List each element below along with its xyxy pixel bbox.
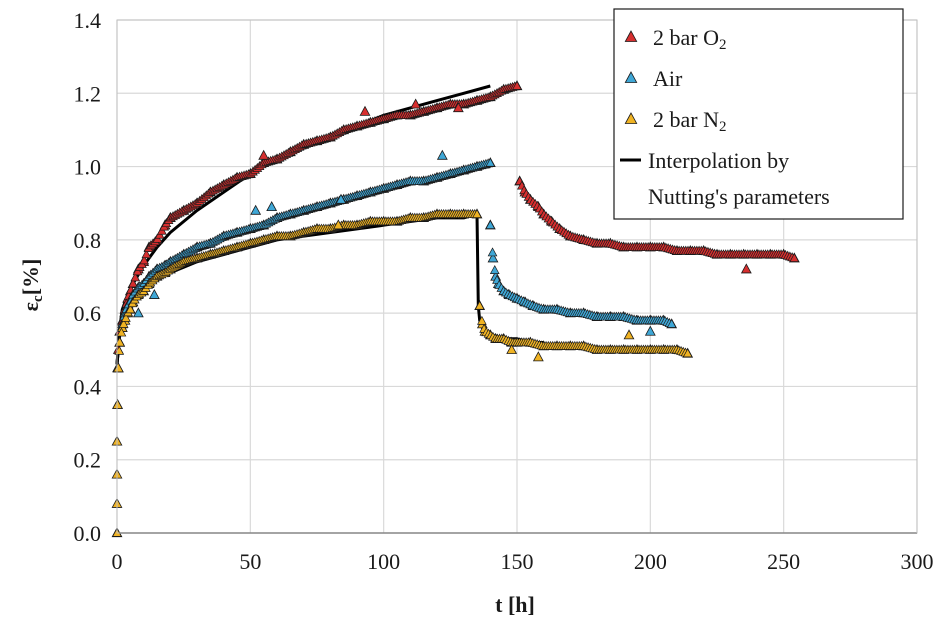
data-point — [250, 204, 262, 215]
fit-line — [475, 214, 544, 344]
data-point — [506, 343, 518, 354]
data-point — [121, 312, 131, 322]
legend-label-air: Air — [653, 66, 683, 91]
plot-area-border — [116, 19, 918, 534]
y-tick-label: 0.4 — [74, 374, 102, 399]
y-tick-label: 1.0 — [74, 155, 102, 180]
legend-marker-n2 — [624, 112, 638, 124]
series-n2 — [111, 208, 694, 538]
fit-line — [115, 84, 491, 365]
data-point — [116, 327, 127, 337]
data-point — [128, 278, 138, 288]
x-tick-label: 0 — [112, 549, 123, 574]
data-point — [335, 193, 347, 204]
x-tick-labels: 0 50 100 150 200 250 300 — [112, 549, 934, 574]
legend: 2 bar O2 Air 2 bar N2 Interpolation by N… — [613, 8, 904, 220]
data-point — [258, 149, 270, 160]
data-point — [112, 398, 123, 409]
data-point — [112, 362, 124, 373]
data-point — [332, 219, 344, 230]
svg-text:εc[%]: εc[%] — [18, 259, 46, 312]
x-tick-label: 200 — [634, 549, 667, 574]
legend-marker-air — [624, 71, 638, 83]
data-point — [266, 201, 278, 212]
data-point — [623, 329, 635, 340]
y-axis-title-symbol: ε — [18, 302, 43, 311]
data-point — [141, 249, 152, 259]
data-point — [644, 325, 656, 336]
data-point — [740, 263, 752, 274]
data-point — [489, 265, 500, 274]
x-tick-label: 250 — [767, 549, 800, 574]
legend-label-fit-line1: Interpolation by — [648, 148, 789, 173]
legend-marker-o2 — [624, 30, 638, 42]
data-point — [487, 252, 499, 263]
data-point — [125, 304, 136, 314]
data-point — [477, 315, 487, 325]
y-tick-label: 0.8 — [74, 228, 102, 253]
data-point — [532, 351, 544, 362]
data-point — [118, 318, 129, 328]
y-tick-label: 0.0 — [74, 521, 102, 546]
data-point — [410, 98, 422, 109]
y-tick-labels: 0.0 0.2 0.4 0.6 0.8 1.0 1.2 1.4 — [74, 8, 102, 546]
legend-label-n2: 2 bar N2 — [653, 107, 726, 135]
y-tick-label: 1.4 — [74, 8, 102, 33]
data-point — [114, 336, 126, 347]
y-tick-label: 0.6 — [74, 301, 102, 326]
legend-label-fit-line2: Nutting's parameters — [648, 184, 830, 209]
data-point — [789, 252, 800, 262]
x-axis-title: t [h] — [495, 592, 535, 617]
data-point — [485, 157, 496, 167]
y-axis-title-subscript: c — [30, 295, 46, 302]
data-point — [666, 318, 677, 328]
data-point — [487, 247, 498, 257]
data-point — [682, 348, 693, 358]
data-point — [485, 219, 496, 229]
data-point — [452, 102, 464, 113]
data-point — [139, 255, 150, 265]
y-tick-label: 1.2 — [74, 81, 102, 106]
data-point — [472, 208, 482, 218]
x-tick-label: 100 — [367, 549, 400, 574]
data-point — [132, 307, 144, 318]
data-point — [359, 105, 371, 116]
x-tick-label: 300 — [901, 549, 934, 574]
legend-box — [613, 8, 904, 220]
legend-label-o2: 2 bar O2 — [653, 25, 726, 53]
data-point — [130, 272, 141, 282]
x-tick-label: 150 — [501, 549, 534, 574]
data-point — [474, 300, 485, 310]
y-tick-label: 0.2 — [74, 448, 102, 473]
data-point — [148, 288, 160, 299]
series-air — [112, 149, 678, 409]
y-axis-title: εc[%] — [18, 259, 46, 312]
data-point — [512, 80, 522, 90]
y-axis-title-unit: [%] — [18, 259, 43, 296]
x-tick-label: 50 — [239, 549, 261, 574]
data-points — [111, 80, 800, 538]
data-point — [436, 149, 448, 160]
